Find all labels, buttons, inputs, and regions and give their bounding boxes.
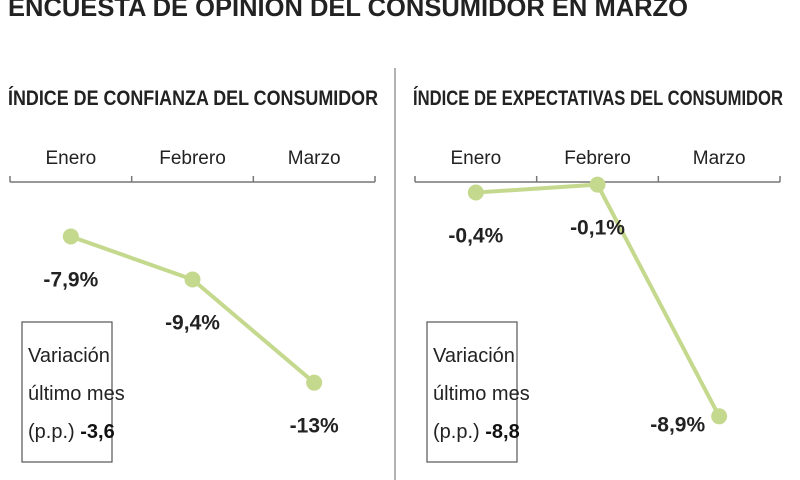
point: [467, 184, 484, 201]
note-text: (p.p.) -8,8: [433, 421, 520, 443]
data-label: -13%: [290, 415, 339, 438]
data-label: -9,4%: [165, 311, 220, 334]
point: [62, 228, 79, 245]
data-label: -8,9%: [650, 413, 705, 436]
x-tick-label: Marzo: [288, 148, 341, 169]
note-text: Variación: [28, 345, 110, 367]
x-tick-label: Marzo: [693, 148, 746, 169]
note-box: [426, 321, 518, 463]
data-label: -0,1%: [570, 217, 625, 240]
chart-title: ÍNDICE DE CONFIANZA DEL CONSUMIDOR: [8, 87, 378, 110]
x-tick-label: Enero: [450, 148, 501, 169]
x-tick-label: Febrero: [159, 148, 226, 169]
note-text: (p.p.) -3,6: [28, 421, 115, 443]
note-text: último mes: [433, 383, 530, 405]
x-tick-label: Febrero: [564, 148, 631, 169]
note-value: -3,6: [80, 421, 114, 443]
point: [711, 408, 728, 425]
note-text: Variación: [433, 345, 515, 367]
page-title: ENCUESTA DE OPINIÓN DEL CONSUMIDOR EN MA…: [8, 0, 688, 22]
note-text: último mes: [28, 383, 125, 405]
point: [306, 374, 323, 391]
point: [589, 176, 606, 193]
note-value: -8,8: [485, 421, 519, 443]
chart-title: ÍNDICE DE EXPECTATIVAS DEL CONSUMIDOR: [413, 87, 783, 110]
data-label: -7,9%: [43, 268, 98, 291]
point: [184, 271, 201, 288]
data-label: -0,4%: [448, 225, 503, 248]
note-box: [21, 321, 113, 463]
x-tick-label: Enero: [45, 148, 96, 169]
